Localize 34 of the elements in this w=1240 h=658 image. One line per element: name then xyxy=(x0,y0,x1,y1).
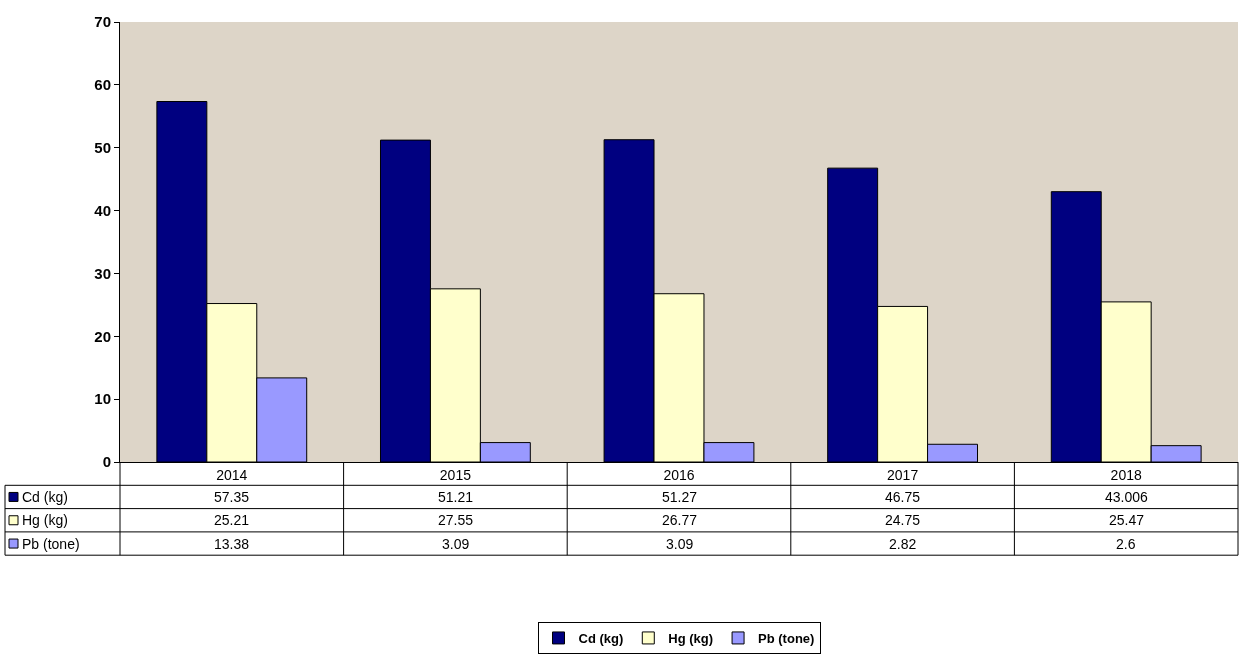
y-tick-label: 20 xyxy=(94,327,111,345)
data-label: 25.21 xyxy=(214,512,250,528)
data-label: 51.27 xyxy=(662,489,698,505)
data-label: 25.47 xyxy=(1109,512,1145,528)
x-tick-label: 2014 xyxy=(216,466,248,483)
legend-label: Pb (tone) xyxy=(758,631,815,647)
data-label: 3.09 xyxy=(666,536,694,552)
data-label: 27.55 xyxy=(438,512,474,528)
data-label: 57.35 xyxy=(214,489,250,505)
y-tick-label: 10 xyxy=(94,390,111,408)
data-label: 43.006 xyxy=(1105,489,1149,505)
x-tick-label: 2017 xyxy=(887,466,919,483)
legend-label: Hg (kg) xyxy=(22,512,68,528)
text: Cd (kg) xyxy=(578,631,624,647)
y-tick-label: 60 xyxy=(94,76,111,94)
data-label: 2.82 xyxy=(889,536,917,552)
data-label: 46.75 xyxy=(885,489,921,505)
x-tick-label: 2015 xyxy=(439,466,472,483)
data-label: 2.6 xyxy=(1116,536,1136,552)
text: Pb (tone) xyxy=(22,536,80,552)
y-tick-label: 40 xyxy=(94,201,111,219)
x-tick-label: 2018 xyxy=(1110,466,1142,483)
y-tick-label: 70 xyxy=(94,13,111,31)
data-label: 51.21 xyxy=(438,489,474,505)
data-label: 3.09 xyxy=(442,536,470,552)
data-label: 13.38 xyxy=(214,536,250,552)
y-tick-label: 50 xyxy=(94,138,111,156)
data-label: 24.75 xyxy=(885,512,921,528)
y-tick-label: 0 xyxy=(102,453,111,471)
x-tick-label: 2016 xyxy=(663,466,695,483)
data-label: 26.77 xyxy=(662,512,698,528)
text: Hg (kg) xyxy=(668,631,714,647)
legend-label: Cd (kg) xyxy=(22,489,68,505)
y-tick-label: 30 xyxy=(94,264,111,282)
